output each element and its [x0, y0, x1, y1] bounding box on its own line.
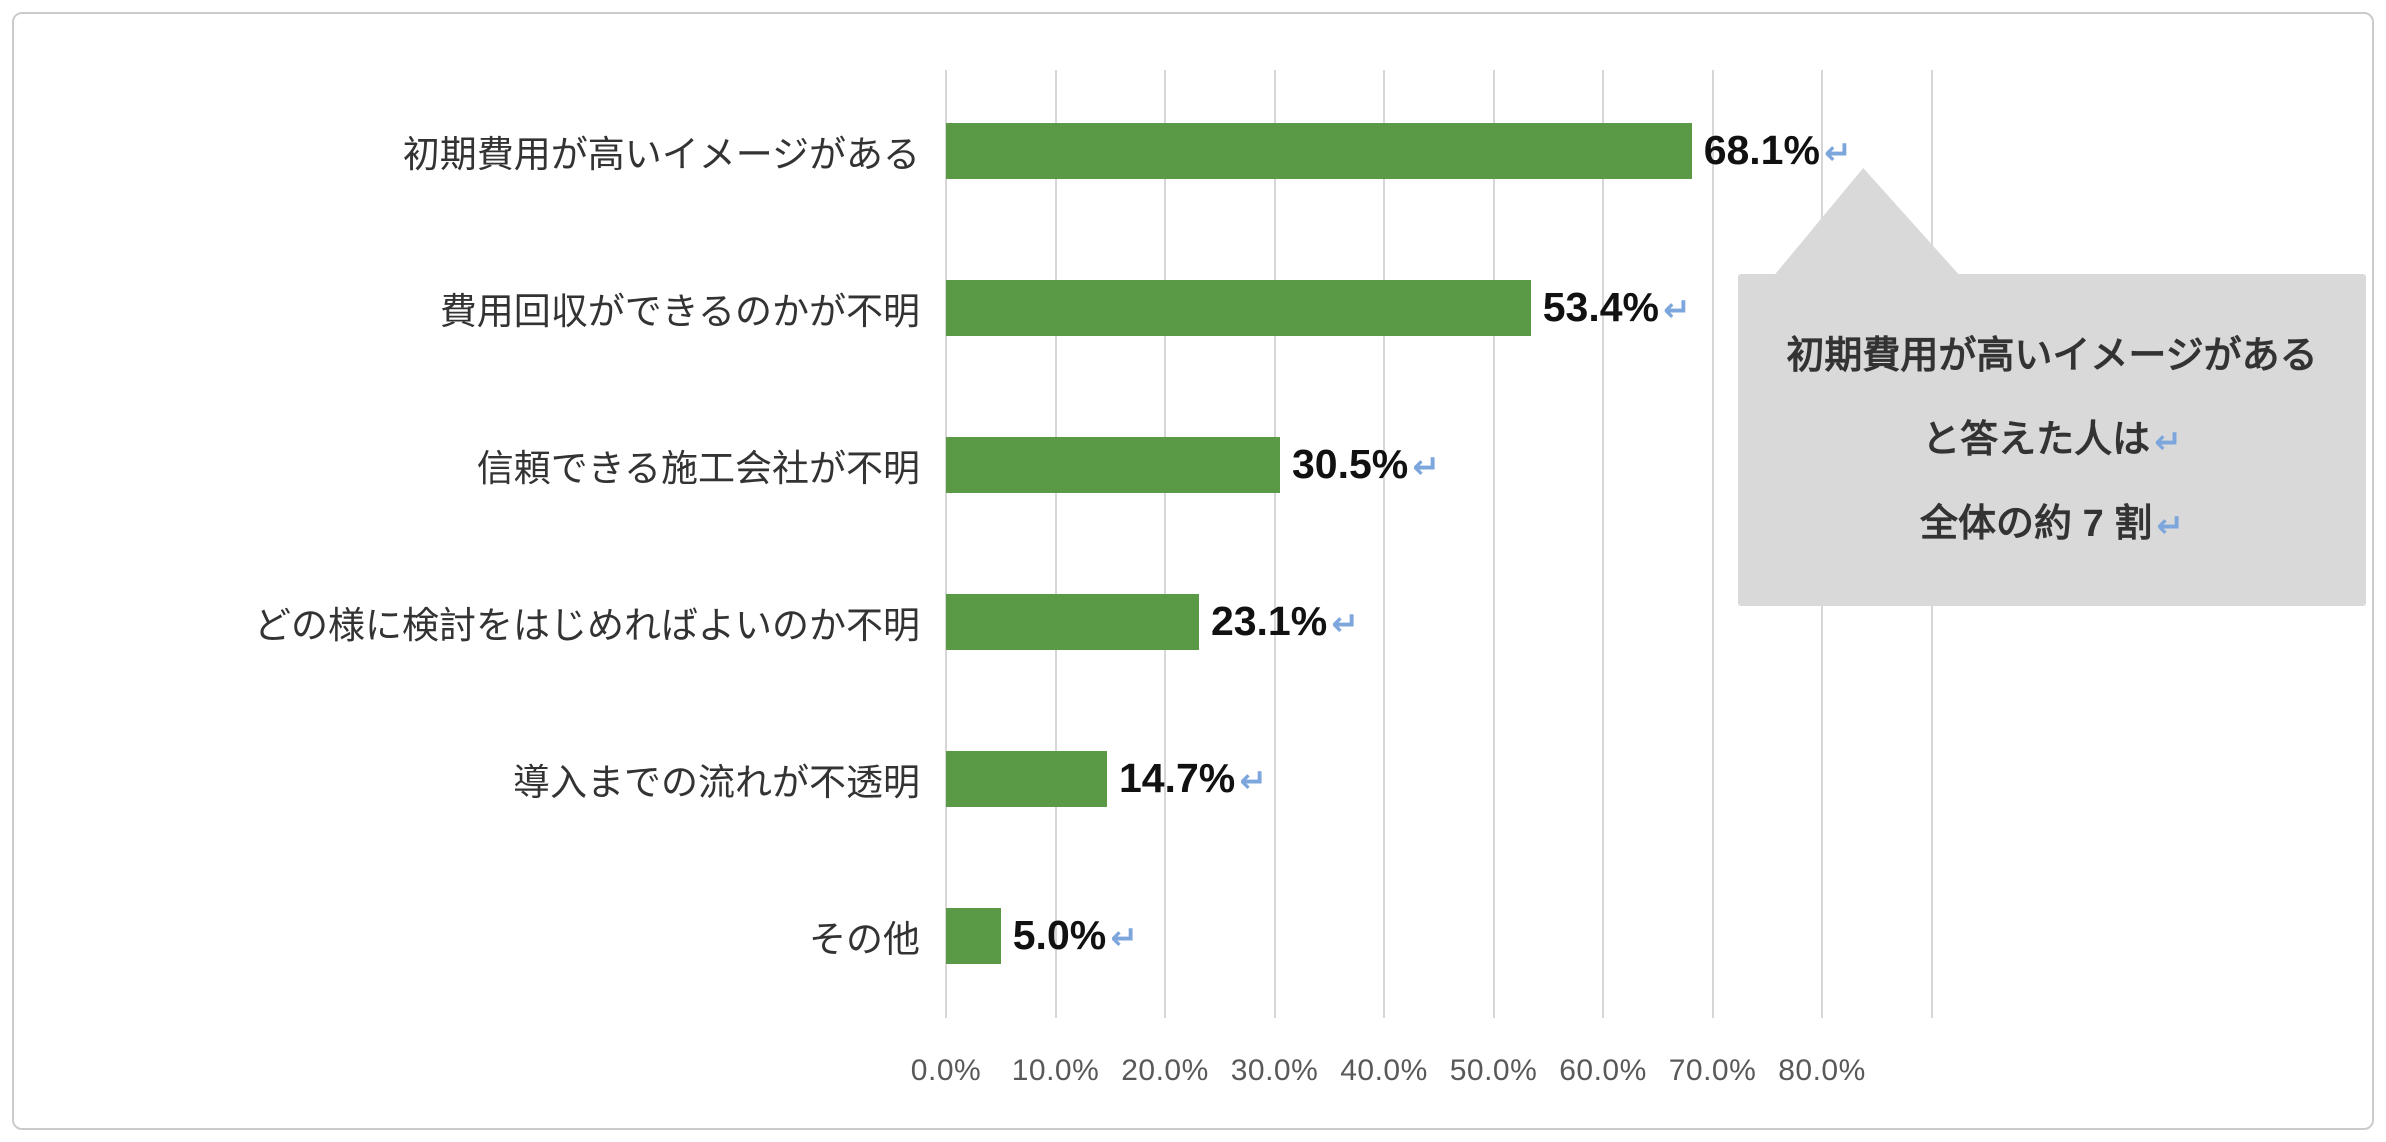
value-label-text: 53.4% — [1542, 284, 1659, 330]
value-label-text: 68.1% — [1703, 127, 1820, 173]
category-label: 導入までの流れが不透明 — [513, 761, 920, 803]
x-axis-tick-label: 10.0% — [1011, 1054, 1100, 1087]
gridline — [1711, 70, 1714, 1018]
x-axis-tick-label: 30.0% — [1230, 1054, 1319, 1087]
line-break-mark-icon: ↵ — [1823, 133, 1852, 172]
value-label: 5.0% ↵ — [1013, 908, 1138, 964]
x-axis-tick-label: 0.0% — [910, 1054, 982, 1087]
gridline — [1602, 70, 1604, 1018]
x-axis-tick-label: 80.0% — [1778, 1054, 1866, 1087]
x-axis-tick-label: 50.0% — [1449, 1054, 1538, 1087]
callout-line: 初期費用が高いイメージがある — [1786, 314, 2317, 398]
x-axis-tick-label: 70.0% — [1668, 1054, 1757, 1087]
bar — [946, 122, 1692, 179]
callout-line-text: 全体の約 7 割 — [1920, 503, 2153, 545]
value-label-text: 5.0% — [1012, 912, 1107, 958]
bar — [946, 436, 1280, 493]
value-label-text: 30.5% — [1291, 441, 1409, 487]
bar — [946, 279, 1531, 336]
gridline — [1164, 70, 1166, 1018]
x-axis-tick-label: 60.0% — [1559, 1054, 1647, 1087]
gridline — [1492, 70, 1495, 1018]
category-label: 初期費用が高いイメージがある — [402, 133, 920, 175]
category-label: 信頼できる施工会社が不明 — [476, 447, 920, 489]
x-axis-tick-label: 20.0% — [1121, 1054, 1209, 1087]
value-label-text: 23.1% — [1210, 598, 1328, 644]
line-break-mark-icon: ↵ — [2156, 506, 2184, 545]
value-label: 30.5% ↵ — [1292, 437, 1440, 493]
callout-line-text: と答えた人は — [1922, 419, 2151, 461]
line-break-mark-icon: ↵ — [2154, 422, 2182, 461]
chart-panel: 0.0% 10.0% 20.0% 30.0% 40.0% 50.0% 60.0% 70.0% 8… — [12, 12, 2374, 1130]
gridline — [945, 70, 947, 1018]
value-label: 14.7% ↵ — [1119, 751, 1267, 807]
gridline — [1273, 70, 1276, 1018]
bar — [946, 750, 1107, 807]
value-label: 23.1% ↵ — [1211, 594, 1359, 650]
gridline — [1054, 70, 1057, 1018]
callout-line: と答えた人は ↵ — [1922, 398, 2182, 482]
line-break-mark-icon: ↵ — [1662, 290, 1691, 329]
category-label: 費用回収ができるのかが不明 — [439, 290, 920, 332]
callout-box: 初期費用が高いイメージがある と答えた人は ↵ 全体の約 7 割 ↵ — [1738, 274, 2366, 606]
value-label-text: 14.7% — [1118, 755, 1236, 801]
category-label: その他 — [809, 918, 920, 960]
value-label: 68.1% ↵ — [1704, 123, 1852, 179]
x-axis-tick-label: 40.0% — [1340, 1054, 1428, 1087]
value-label: 53.4% ↵ — [1543, 280, 1691, 336]
callout-line-text: 初期費用が高いイメージがある — [1786, 335, 2318, 377]
line-break-mark-icon: ↵ — [1110, 918, 1138, 957]
callout-line: 全体の約 7 割 ↵ — [1920, 482, 2184, 566]
gridline — [1383, 70, 1385, 1018]
callout-pointer — [1772, 168, 1962, 278]
category-label: どの様に検討をはじめればよいのか不明 — [254, 604, 920, 646]
line-break-mark-icon: ↵ — [1412, 447, 1440, 486]
bar — [946, 907, 1001, 964]
line-break-mark-icon: ↵ — [1331, 604, 1359, 643]
line-break-mark-icon: ↵ — [1239, 761, 1267, 800]
bar — [946, 593, 1199, 650]
